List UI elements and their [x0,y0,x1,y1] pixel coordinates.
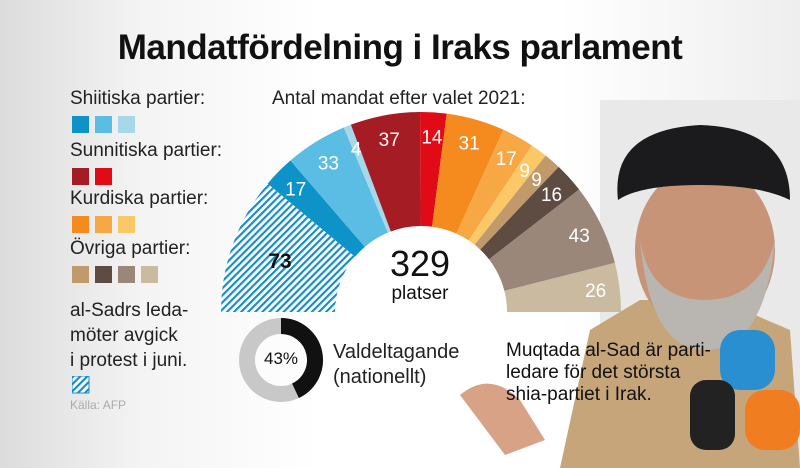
turnout-label: Valdeltagande (nationellt) [333,340,459,390]
photo-muqtada-al-sadr [460,100,800,468]
hatch-note-line: al-Sadrs leda- [70,300,189,321]
total-seats: 329 platser [370,245,470,305]
photo-caption: Muqtada al-Sad är parti- ledare för det … [506,340,746,406]
legend-swatch [95,266,112,283]
seat-segment [504,262,621,312]
hatch-note-line: i protest i juni. [70,350,188,371]
hatch-swatch [72,376,90,394]
segment-value-label: 14 [421,127,443,148]
legend-swatch [95,168,112,185]
legend-swatch [72,116,89,133]
segment-value-label: 43 [569,226,590,247]
turnout-donut-value [280,318,323,398]
legend-swatch [95,116,112,133]
legend-swatch [95,216,112,233]
source-note: Källa: AFP [70,398,127,412]
seat-segment [456,129,532,241]
legend-swatch [72,216,89,233]
segment-value-label: 73 [268,250,291,273]
segment-value-label: 17 [285,179,306,200]
legend-label: Övriga partier: [70,238,191,259]
turnout-value: 43% [263,349,299,368]
seat-segment [432,113,504,234]
segment-value-label: 16 [541,185,562,206]
legend-swatch [118,116,135,133]
legend-label: Shiitiska partier: [70,88,206,109]
seat-segment [420,112,447,227]
seat-segment [267,160,365,257]
seat-segment [350,112,421,232]
hatch-note-line: möter avgick [70,325,178,346]
chart-subtitle: Antal mandat efter valet 2021: [272,88,526,109]
seat-segment [480,166,580,260]
caption-line: ledare för det största [506,362,681,383]
legend-swatch [118,216,135,233]
legend-label: Kurdiska partier: [70,188,209,209]
legend-swatch [118,266,135,283]
segment-value-label: 4 [351,139,362,160]
total-label: platser [391,283,449,304]
seat-segment [474,155,559,250]
segment-value-label: 37 [379,130,400,151]
seat-segment [488,189,615,291]
hatch-note: al-Sadrs leda- möter avgick i protest i … [70,298,188,373]
turnout-label-line: (nationellt) [333,366,427,388]
legend-swatch [72,266,89,283]
turnout-label-line: Valdeltagande [333,341,460,363]
segment-value-label: 26 [585,281,606,302]
legend-swatch [141,266,158,283]
segment-value-label: 17 [496,149,517,170]
legend-label: Sunnitiska partier: [70,140,223,161]
segment-value-label: 9 [519,161,530,182]
total-value: 329 [389,243,451,284]
legend-swatch [72,168,89,185]
segment-value-label: 33 [318,153,339,174]
segment-value-label: 31 [459,134,480,155]
caption-line: shia-partiet i Irak. [506,384,652,405]
seat-segment [221,183,356,312]
seat-segment [468,145,546,245]
segment-value-label: 9 [531,170,542,191]
seat-segment [343,124,391,233]
caption-line: Muqtada al-Sad är parti- [506,340,711,361]
seat-segment [290,127,388,247]
page-title: Mandatfördelning i Iraks parlament [117,28,683,67]
